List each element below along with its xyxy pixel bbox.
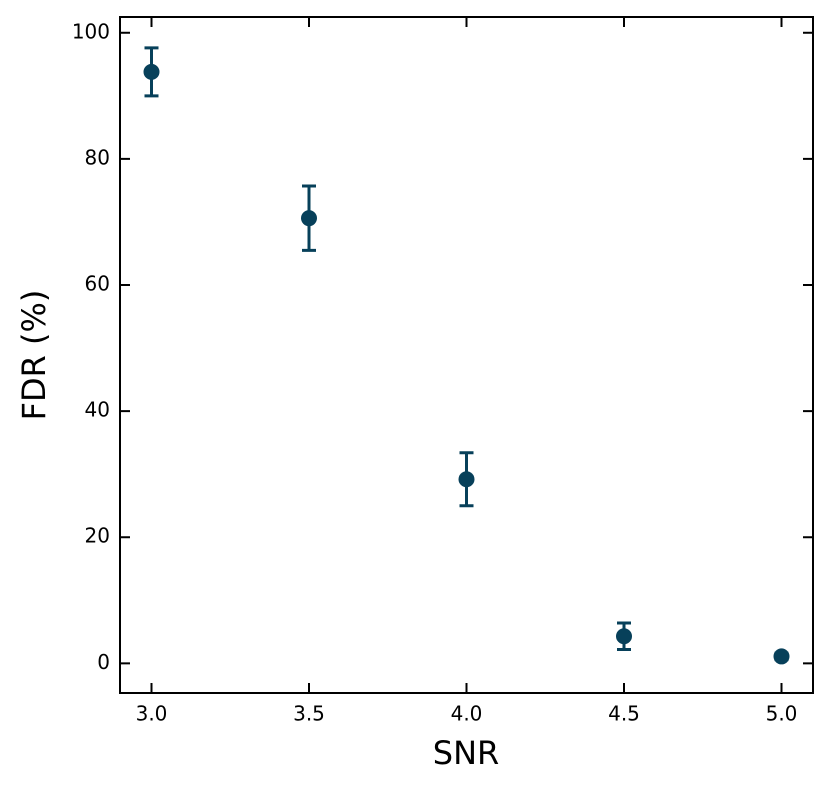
- x-tick-label: 3.0: [136, 702, 168, 726]
- y-tick-label: 80: [85, 145, 110, 169]
- data-point: [616, 628, 632, 645]
- plot-frame: [119, 16, 814, 694]
- y-tick-label: 60: [85, 272, 110, 296]
- data-point: [773, 648, 790, 665]
- data-point: [458, 471, 475, 488]
- y-tick-label: 20: [85, 524, 110, 548]
- y-tick-label: 100: [72, 19, 110, 43]
- x-tick-label: 5.0: [766, 702, 798, 726]
- x-tick-label: 3.5: [293, 702, 325, 726]
- y-axis-label: FDR (%): [15, 290, 53, 421]
- y-tick-label: 0: [97, 650, 110, 674]
- data-point: [301, 210, 317, 227]
- x-tick-label: 4.0: [451, 702, 483, 726]
- y-tick-label: 40: [85, 398, 110, 422]
- x-tick-label: 4.5: [608, 702, 640, 726]
- data-point: [143, 63, 160, 80]
- x-axis-label: SNR: [433, 734, 499, 772]
